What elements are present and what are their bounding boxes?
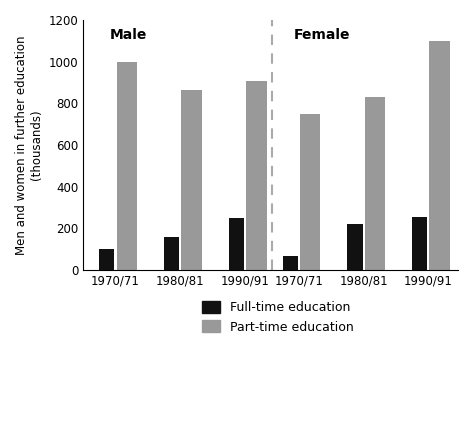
Text: Female: Female — [294, 28, 350, 42]
Bar — [99, 249, 114, 270]
Bar — [365, 97, 385, 270]
Bar — [181, 90, 202, 270]
Bar — [164, 237, 179, 270]
Bar — [348, 224, 362, 270]
Bar — [229, 218, 244, 270]
Legend: Full-time education, Part-time education: Full-time education, Part-time education — [197, 296, 359, 339]
Text: Male: Male — [110, 28, 148, 42]
Bar — [246, 82, 267, 270]
Bar — [412, 217, 427, 270]
Y-axis label: Men and women in further education
(thousands): Men and women in further education (thou… — [15, 35, 43, 255]
Bar — [429, 41, 450, 270]
Bar — [117, 61, 137, 270]
Bar — [283, 256, 298, 270]
Bar — [300, 114, 321, 270]
